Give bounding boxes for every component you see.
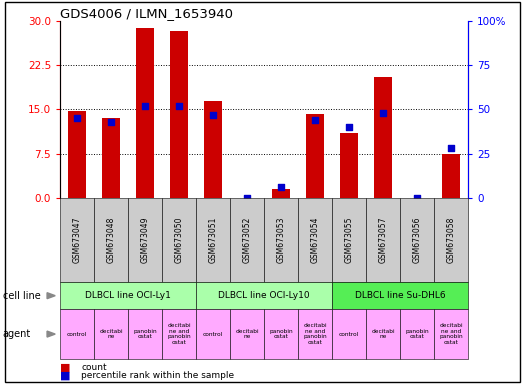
Point	[345, 124, 354, 130]
Point	[73, 115, 82, 121]
Text: cell line: cell line	[3, 291, 40, 301]
Point	[141, 103, 150, 109]
Bar	[340, 133, 358, 198]
Text: decitabi
ne and
panobin
ostat: decitabi ne and panobin ostat	[439, 323, 463, 345]
Text: GSM673047: GSM673047	[73, 217, 82, 263]
Bar	[272, 189, 290, 198]
Text: DLBCL line OCI-Ly1: DLBCL line OCI-Ly1	[85, 291, 171, 300]
Point	[379, 110, 388, 116]
Text: GSM673052: GSM673052	[243, 217, 252, 263]
Text: DLBCL line Su-DHL6: DLBCL line Su-DHL6	[355, 291, 446, 300]
Bar	[374, 77, 392, 198]
Point	[413, 195, 422, 201]
Text: decitabi
ne and
panobin
ostat: decitabi ne and panobin ostat	[303, 323, 327, 345]
Text: GSM673053: GSM673053	[277, 217, 286, 263]
Text: GDS4006 / ILMN_1653940: GDS4006 / ILMN_1653940	[60, 7, 233, 20]
Text: ■: ■	[60, 362, 71, 372]
Text: GSM673058: GSM673058	[447, 217, 456, 263]
Text: agent: agent	[3, 329, 31, 339]
Text: GSM673054: GSM673054	[311, 217, 320, 263]
Text: control: control	[203, 331, 223, 337]
Text: panobin
ostat: panobin ostat	[269, 329, 293, 339]
Point	[243, 195, 252, 201]
Bar	[68, 111, 86, 198]
Text: control: control	[339, 331, 359, 337]
Bar	[102, 118, 120, 198]
Text: GSM673055: GSM673055	[345, 217, 354, 263]
Text: decitabi
ne: decitabi ne	[235, 329, 259, 339]
Point	[175, 103, 184, 109]
Text: GSM673051: GSM673051	[209, 217, 218, 263]
Bar	[204, 101, 222, 198]
Text: panobin
ostat: panobin ostat	[405, 329, 429, 339]
Point	[447, 145, 456, 151]
Bar	[136, 28, 154, 198]
Text: GSM673048: GSM673048	[107, 217, 116, 263]
Bar	[306, 114, 324, 198]
Text: count: count	[81, 363, 107, 372]
Bar	[170, 31, 188, 198]
Text: GSM673056: GSM673056	[413, 217, 422, 263]
Text: control: control	[67, 331, 87, 337]
Text: DLBCL line OCI-Ly10: DLBCL line OCI-Ly10	[218, 291, 310, 300]
Text: panobin
ostat: panobin ostat	[133, 329, 157, 339]
Text: decitabi
ne: decitabi ne	[371, 329, 395, 339]
Bar	[442, 154, 460, 198]
Text: decitabi
ne and
panobin
ostat: decitabi ne and panobin ostat	[167, 323, 191, 345]
Text: ■: ■	[60, 371, 71, 381]
Text: percentile rank within the sample: percentile rank within the sample	[81, 371, 234, 381]
Point	[277, 184, 286, 190]
Text: GSM673057: GSM673057	[379, 217, 388, 263]
Text: GSM673049: GSM673049	[141, 217, 150, 263]
Text: decitabi
ne: decitabi ne	[99, 329, 123, 339]
Point	[107, 119, 116, 125]
Point	[209, 112, 218, 118]
Text: GSM673050: GSM673050	[175, 217, 184, 263]
Point	[311, 117, 320, 123]
